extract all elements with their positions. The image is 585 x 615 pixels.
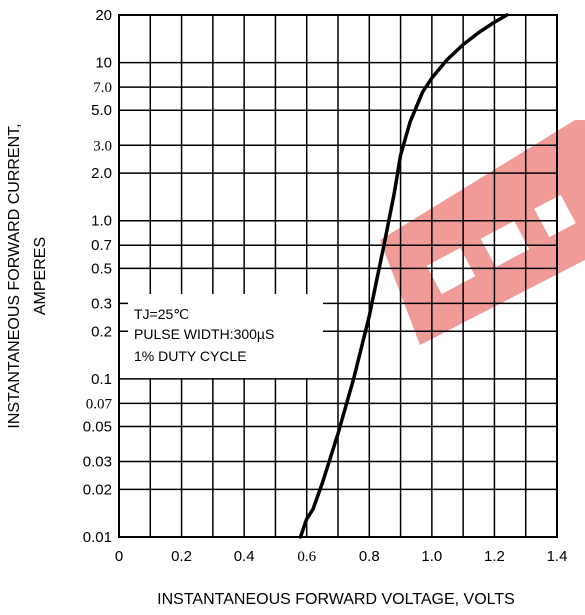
condition-tj: TJ=25℃: [134, 306, 189, 322]
y-axis-label-line1: INSTANTANEOUS FORWARD CURRENT,: [6, 123, 23, 428]
y-tick-label: 0.01: [83, 529, 112, 546]
x-tick-label: 0.6: [297, 549, 316, 565]
x-tick-label: 0.4: [234, 548, 255, 565]
x-axis-label: INSTANTANEOUS FORWARD VOLTAGE, VOLTS: [157, 591, 515, 608]
y-tick-label: 2.0: [91, 165, 112, 182]
y-tick-label: 10: [95, 55, 112, 72]
forward-current-curve: [298, 13, 509, 539]
x-tick-label: 1.0: [421, 548, 442, 565]
y-axis-ticks: 20 10 7.0 5.0 3.0 2.0 1.0 0.7 0.5 0.3 0.2 0.1 0.07 0.…: [83, 7, 113, 546]
x-tick-label: 0.2: [171, 548, 192, 565]
y-tick-label: 0.7: [91, 237, 112, 254]
x-tick-label: 0: [115, 548, 123, 565]
conditions-box: TJ=25℃ PULSE WIDTH:300µS 1% DUTY CYCLE: [128, 294, 323, 378]
y-tick-label: 20: [95, 7, 112, 24]
y-tick-label: 0.2: [91, 323, 112, 340]
condition-duty-cycle: 1% DUTY CYCLE: [134, 348, 247, 364]
y-tick-label: 5.0: [91, 102, 112, 119]
y-tick-label: 0.05: [83, 418, 112, 435]
x-axis-ticks: 0 0.2 0.4 0.6 0.8 1.0 1.2 1.4: [115, 548, 568, 565]
plot-grid: [119, 14, 557, 538]
watermark-logo: [380, 120, 585, 345]
y-tick-label: 1.0: [91, 213, 112, 230]
x-tick-label: 1.4: [547, 548, 568, 565]
y-tick-label: 0.03: [83, 454, 112, 471]
plot-frame: [118, 14, 558, 538]
curve-layer: [298, 13, 509, 539]
y-tick-label: 0.5: [91, 260, 112, 277]
y-tick-label: 0.02: [83, 481, 112, 498]
condition-pulse-width: PULSE WIDTH:300µS: [134, 326, 274, 342]
x-tick-label: 0.8: [359, 548, 380, 565]
y-tick-label: 0.3: [91, 295, 112, 312]
y-tick-label: 3.0: [93, 138, 112, 154]
plot-border: [118, 14, 558, 538]
y-tick-label: 0.07: [86, 396, 113, 412]
y-tick-label: 7.0: [93, 80, 112, 96]
x-tick-label: 1.2: [484, 548, 505, 565]
y-tick-label: 0.1: [91, 371, 112, 388]
y-axis-label-line2: AMPERES: [32, 237, 49, 315]
